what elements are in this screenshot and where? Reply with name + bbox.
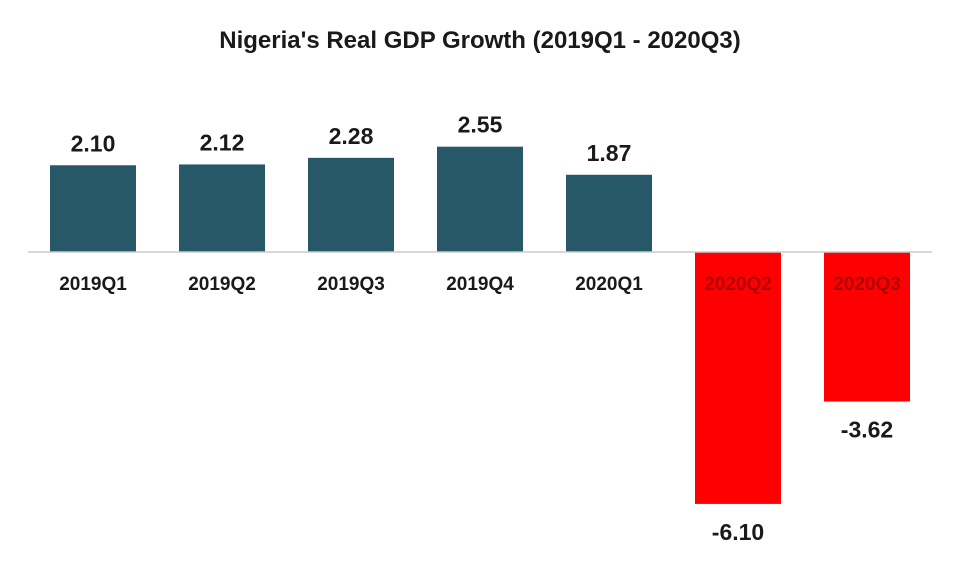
value-label-2020q3: -3.62: [841, 417, 893, 443]
bar-2020q1: [566, 174, 652, 252]
value-label-2019q3: 2.28: [329, 123, 374, 149]
category-label-2019q2: 2019Q2: [188, 274, 256, 295]
bar-2019q1: [50, 165, 136, 252]
category-label-2019q1: 2019Q1: [59, 274, 127, 295]
bar-2019q2: [179, 164, 265, 252]
value-label-2019q2: 2.12: [200, 129, 245, 155]
value-label-2020q1: 1.87: [587, 140, 632, 166]
value-label-2019q1: 2.10: [71, 130, 116, 156]
category-label-2019q4: 2019Q4: [446, 274, 514, 295]
bar-2020q2: [695, 252, 781, 504]
value-label-2019q4: 2.55: [458, 112, 503, 138]
category-label-2020q2: 2020Q2: [704, 274, 772, 295]
category-label-2019q3: 2019Q3: [317, 274, 385, 295]
category-label-2020q1: 2020Q1: [575, 274, 643, 295]
bar-2020q3: [824, 252, 910, 402]
chart-title: Nigeria's Real GDP Growth (2019Q1 - 2020…: [219, 27, 740, 54]
bar-2019q3: [308, 157, 394, 252]
value-label-2020q2: -6.10: [712, 519, 764, 545]
bars-group: [50, 146, 910, 504]
bar-2019q4: [437, 146, 523, 252]
labels-group: 2.10 2019Q1 2.12 2019Q2 2.28 2019Q3 2.55 2019Q4…: [59, 112, 901, 545]
category-label-2020q3: 2020Q3: [833, 274, 901, 295]
